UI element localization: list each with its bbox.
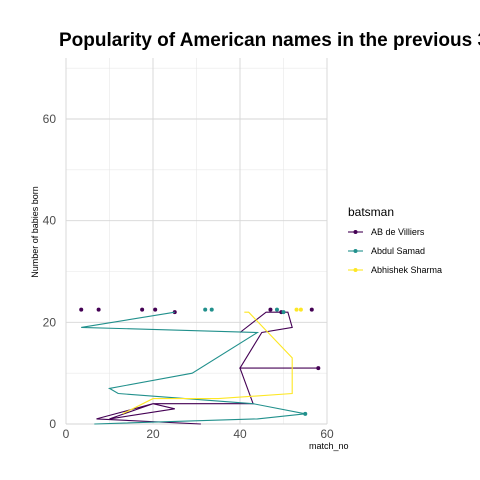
chart-title: Popularity of American names in the prev… xyxy=(59,30,480,51)
y-tick-label: 40 xyxy=(43,214,57,228)
y-tick-label: 0 xyxy=(49,417,56,431)
data-point xyxy=(203,307,208,312)
grid xyxy=(65,58,328,425)
x-tick-label: 60 xyxy=(320,427,334,441)
data-point xyxy=(303,411,308,416)
legend-key-point xyxy=(353,268,358,272)
x-axis-title: match_no xyxy=(309,441,349,451)
legend-label: AB de Villiers xyxy=(371,227,425,237)
data-point xyxy=(309,307,314,312)
legend-title: batsman xyxy=(348,205,394,219)
legend-key-point xyxy=(353,249,358,253)
series-2 xyxy=(122,307,303,415)
x-tick-label: 40 xyxy=(233,427,247,441)
series-layer xyxy=(79,307,321,425)
y-axis-title: Number of babies born xyxy=(30,186,40,278)
y-tick-label: 60 xyxy=(43,112,57,126)
data-point xyxy=(298,307,303,312)
data-point xyxy=(294,307,299,312)
data-point xyxy=(153,307,158,312)
series-line xyxy=(96,311,319,425)
legend-item-1: Abdul Samad xyxy=(348,246,425,256)
x-tick-label: 0 xyxy=(63,427,70,441)
series-line xyxy=(81,311,306,425)
data-point xyxy=(268,307,273,312)
series-line xyxy=(122,311,293,415)
data-point xyxy=(96,307,101,312)
legend-key-point xyxy=(353,230,358,234)
data-point xyxy=(281,310,286,315)
data-point xyxy=(140,307,145,312)
legend: batsman AB de Villiers Abdul Samad Abhishe… xyxy=(348,205,442,275)
data-point xyxy=(274,307,279,312)
legend-label: Abdul Samad xyxy=(371,246,425,256)
legend-item-2: Abhishek Sharma xyxy=(348,265,442,275)
series-1 xyxy=(81,307,308,425)
legend-item-0: AB de Villiers xyxy=(348,227,425,237)
y-tick-label: 20 xyxy=(43,315,57,329)
data-point xyxy=(316,366,321,371)
series-0 xyxy=(79,307,321,425)
x-tick-label: 20 xyxy=(146,427,160,441)
data-point xyxy=(209,307,214,312)
tick-labels: 0 20 40 60 0 20 40 60 xyxy=(43,112,334,441)
legend-label: Abhishek Sharma xyxy=(371,265,442,275)
data-point xyxy=(79,307,84,312)
